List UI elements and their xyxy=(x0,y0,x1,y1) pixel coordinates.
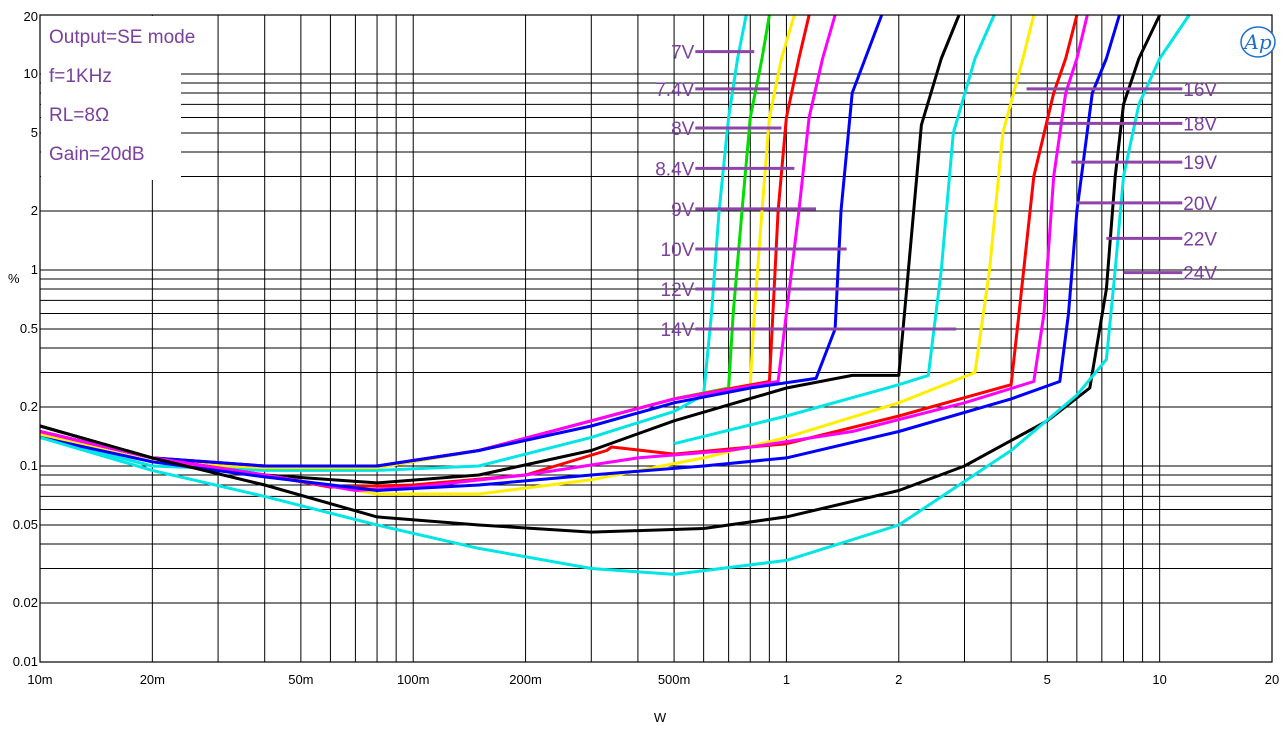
x-tick-label: 500m xyxy=(658,672,691,687)
voltage-label: 16V xyxy=(1183,80,1217,101)
annotation-box: Output=SE mode f=1KHz RL=8Ω Gain=20dB xyxy=(41,16,195,180)
series-group xyxy=(39,14,1191,576)
y-tick-label: 0.05 xyxy=(13,517,38,532)
voltage-labels: 7V 7.4V 8V 8.4V 9V 10V 12V 14V 16V 18V 19V 20V 22V 24… xyxy=(655,43,1217,341)
x-tick-label: 10 xyxy=(1152,672,1166,687)
x-tick-label: 100m xyxy=(397,672,430,687)
voltage-label: 8V xyxy=(671,119,695,140)
y-tick-labels: 0.01 0.02 0.05 0.1 0.2 0.5 1 2 5 10 20 xyxy=(13,9,38,669)
x-tick-label: 50m xyxy=(288,672,313,687)
x-tick-label: 10m xyxy=(27,672,52,687)
voltage-label: 22V xyxy=(1183,229,1217,250)
voltage-label: 7V xyxy=(671,43,695,64)
annotation-frequency: f=1KHz xyxy=(49,66,112,87)
plot-frame xyxy=(39,14,1273,663)
x-tick-label: 5 xyxy=(1044,672,1051,687)
y-tick-label: 0.01 xyxy=(13,654,38,669)
x-tick-labels: 10m 20m 50m 100m 200m 500m 1 2 5 10 20 xyxy=(27,672,1279,687)
voltage-label: 20V xyxy=(1183,194,1217,215)
voltage-label: 9V xyxy=(671,200,695,221)
y-axis-label: % xyxy=(8,271,20,286)
annotation-load: RL=8Ω xyxy=(49,105,109,126)
x-axis-label: W xyxy=(654,710,667,725)
voltage-label: 7.4V xyxy=(655,80,694,101)
series-line xyxy=(39,14,1162,534)
series-line xyxy=(39,14,1191,576)
voltage-label: 12V xyxy=(661,280,695,301)
x-tick-label: 2 xyxy=(895,672,902,687)
x-tick-label: 20m xyxy=(140,672,165,687)
y-tick-label: 0.1 xyxy=(20,458,38,473)
ap-logo: Ap xyxy=(1240,26,1276,58)
voltage-label: 10V xyxy=(661,240,695,261)
y-tick-label: 0.02 xyxy=(13,595,38,610)
y-tick-label: 0.2 xyxy=(20,399,38,414)
annotation-background xyxy=(41,16,181,180)
series-line xyxy=(39,14,884,468)
voltage-label: 8.4V xyxy=(655,159,694,180)
x-tick-label: 20 xyxy=(1265,672,1279,687)
annotation-gain: Gain=20dB xyxy=(49,144,145,165)
y-tick-label: 1 xyxy=(31,262,38,277)
x-tick-label: 1 xyxy=(783,672,790,687)
series-line xyxy=(39,14,1121,492)
x-tick-label: 200m xyxy=(509,672,542,687)
voltage-label: 24V xyxy=(1183,264,1217,285)
annotation-output-mode: Output=SE mode xyxy=(49,27,195,48)
series-line xyxy=(39,14,748,472)
voltage-label: 18V xyxy=(1183,114,1217,135)
y-tick-label: 20 xyxy=(24,9,38,24)
y-tick-label: 10 xyxy=(24,66,38,81)
y-tick-label: 2 xyxy=(31,203,38,218)
voltage-label: 19V xyxy=(1183,153,1217,174)
ap-logo-ring xyxy=(1240,26,1276,58)
voltage-label: 14V xyxy=(661,320,695,341)
series-line xyxy=(673,14,996,446)
ap-logo-text: Ap xyxy=(1242,30,1271,54)
series-line xyxy=(39,14,961,485)
y-tick-label: 0.5 xyxy=(20,321,38,336)
y-tick-label: 5 xyxy=(31,125,38,140)
